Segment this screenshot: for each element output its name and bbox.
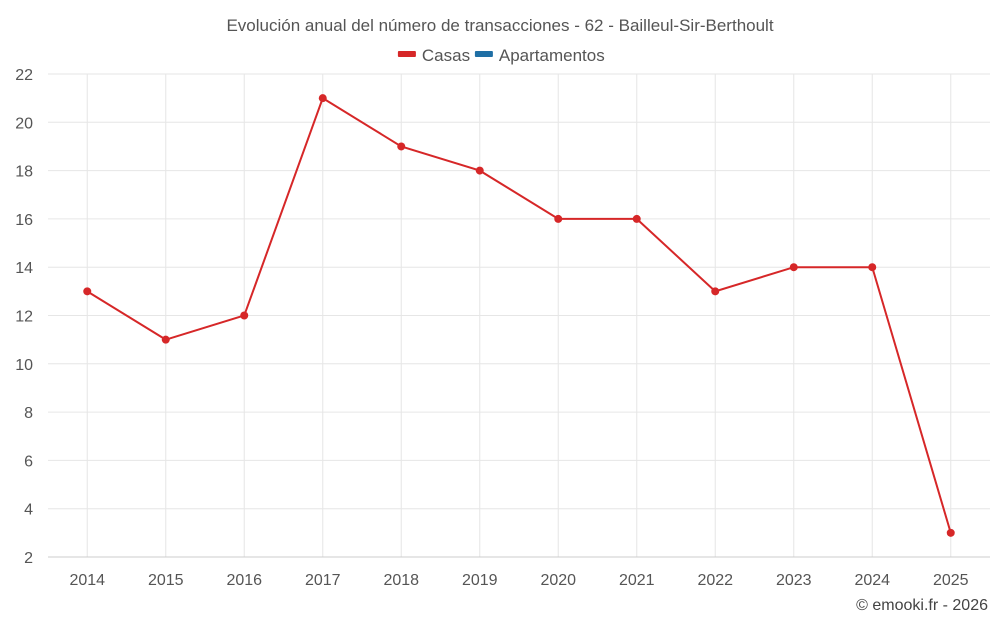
credit-label: © emooki.fr - 2026 — [856, 597, 988, 614]
x-tick-label: 2022 — [697, 572, 733, 589]
chart-title: Evolución anual del número de transaccio… — [226, 16, 773, 35]
legend-item-apartamentos[interactable]: Apartamentos — [474, 46, 605, 65]
y-tick-label: 18 — [15, 164, 33, 181]
y-tick-label: 20 — [15, 115, 33, 132]
y-tick-label: 14 — [15, 260, 33, 277]
data-point[interactable] — [397, 142, 406, 151]
y-tick-label: 10 — [15, 357, 33, 374]
series-line-casas — [86, 96, 952, 534]
x-tick-label: 2021 — [619, 572, 655, 589]
y-tick-label: 8 — [24, 405, 33, 422]
legend-item-casas[interactable]: Casas — [397, 46, 470, 65]
data-point[interactable] — [240, 311, 249, 320]
x-tick-label: 2014 — [69, 572, 105, 589]
legend-swatch — [474, 51, 493, 57]
y-tick-label: 6 — [24, 453, 33, 470]
x-tick-label: 2016 — [226, 572, 262, 589]
data-point[interactable] — [554, 214, 563, 223]
data-point[interactable] — [318, 94, 327, 103]
x-tick-label: 2020 — [540, 572, 576, 589]
y-tick-label: 4 — [24, 502, 33, 519]
data-point[interactable] — [83, 287, 92, 296]
y-tick-label: 22 — [15, 67, 33, 84]
x-tick-label: 2017 — [305, 572, 341, 589]
y-tick-label: 12 — [15, 309, 33, 326]
legend: Casas Apartamentos — [397, 46, 605, 65]
data-point[interactable] — [868, 263, 877, 272]
y-tick-label: 2 — [24, 550, 33, 567]
grid — [48, 73, 990, 558]
x-tick-label: 2025 — [933, 572, 969, 589]
x-tick-label: 2018 — [383, 572, 419, 589]
x-tick-label: 2015 — [148, 572, 184, 589]
data-point[interactable] — [161, 335, 170, 344]
legend-label: Apartamentos — [499, 46, 605, 65]
x-tick-label: 2024 — [854, 572, 890, 589]
legend-label: Casas — [422, 46, 470, 65]
y-tick-label: 16 — [15, 212, 33, 229]
series-layer — [83, 94, 955, 537]
x-tick-label: 2019 — [462, 572, 498, 589]
data-point[interactable] — [789, 263, 798, 272]
data-point[interactable] — [632, 214, 641, 223]
data-point[interactable] — [711, 287, 720, 296]
data-point[interactable] — [475, 166, 484, 175]
data-point[interactable] — [946, 528, 955, 537]
x-tick-label: 2023 — [776, 572, 812, 589]
legend-swatch — [397, 51, 416, 57]
